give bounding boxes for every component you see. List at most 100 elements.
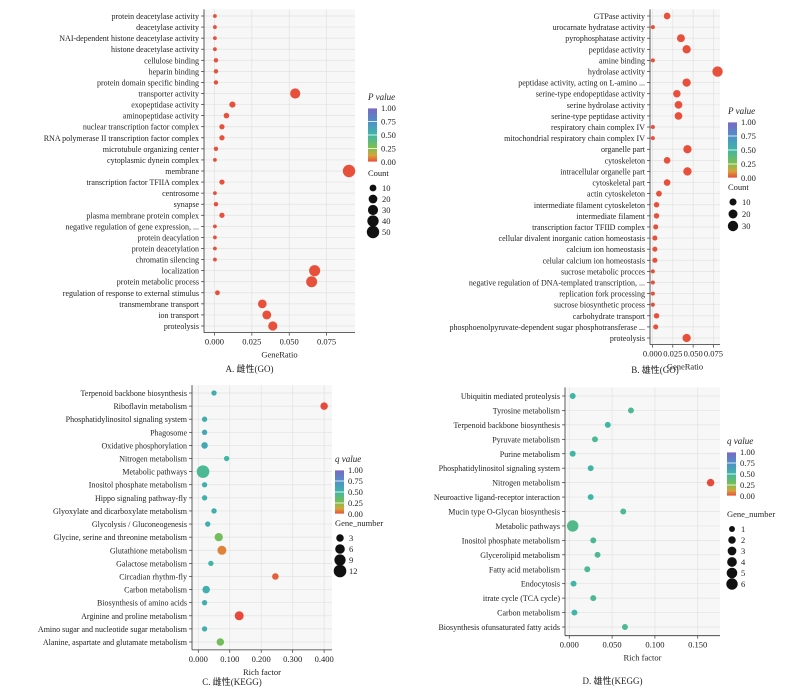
size-legend-label: 50: [382, 227, 391, 237]
category-label: transcription factor TFIIA complex: [87, 178, 200, 187]
category-label: Metabolic pathways: [495, 522, 560, 531]
category-label: synapse: [174, 200, 200, 209]
category-label: cytoskeleton: [605, 156, 645, 165]
panel-caption: A. 雌性(GO): [226, 363, 274, 374]
data-point: [676, 34, 685, 43]
data-point: [229, 101, 236, 108]
data-point: [223, 455, 230, 462]
data-point: [268, 321, 278, 331]
category-label: Mucin type O-Glycan biosynthesis: [448, 508, 560, 517]
color-legend-label: 0.25: [381, 144, 396, 154]
size-legend-dot: [727, 557, 737, 567]
size-legend-dot: [333, 564, 347, 578]
category-label: Riboflavin metabolism: [113, 402, 187, 411]
x-tick-label: 0.050: [684, 349, 703, 359]
color-legend-label: 0.50: [348, 487, 363, 497]
data-point: [650, 25, 655, 30]
category-label: peptidase activity, acting on L-amino ..…: [518, 79, 645, 88]
x-axis-title: Rich factor: [243, 667, 281, 677]
size-legend-label: 40: [382, 216, 391, 226]
category-label: transcription factor TFIID complex: [532, 223, 645, 232]
size-legend-dot: [727, 220, 739, 232]
x-tick-label: 0.000: [643, 349, 662, 359]
color-legend-label: 0.75: [348, 476, 363, 486]
data-point: [309, 265, 321, 277]
size-legend-dot: [726, 578, 738, 590]
category-label: Biosynthesis ofunsaturated fatty acids: [438, 623, 560, 632]
x-tick-label: 0.050: [280, 337, 299, 347]
size-legend-title: Count: [728, 182, 749, 192]
data-point: [219, 135, 225, 141]
size-legend-label: 3: [349, 533, 353, 543]
data-point: [213, 14, 217, 18]
size-legend-dot: [728, 209, 738, 219]
data-point: [213, 58, 219, 63]
data-point: [683, 145, 692, 154]
data-point: [306, 276, 318, 288]
category-label: proteolysis: [610, 334, 645, 343]
category-label: calcium ion homeostasis: [566, 245, 645, 254]
category-label: nuclear transcription factor complex: [83, 123, 199, 132]
color-legend-label: 0.75: [381, 117, 396, 127]
category-label: pyrophosphatase activity: [565, 34, 645, 43]
color-legend-label: 0.50: [381, 130, 396, 140]
category-label: centrosome: [162, 189, 199, 198]
data-point: [656, 190, 662, 197]
x-axis-title: Rich factor: [624, 653, 662, 663]
color-legend-label: 1.00: [381, 103, 396, 113]
size-legend-label: 2: [741, 535, 745, 545]
size-legend-label: 20: [382, 194, 391, 204]
category-label: urocarnate hydratase activity: [553, 23, 645, 32]
category-label: cytoskeletal part: [592, 179, 645, 188]
data-point: [652, 246, 658, 252]
data-point: [213, 158, 217, 162]
category-label: transporter activity: [138, 90, 199, 99]
category-label: Carbon metabolism: [497, 609, 561, 618]
panel-d-male-kegg: Ubiquitin mediated proteolysis Tyrosine m…: [434, 387, 775, 686]
x-tick-label: 0.000: [189, 654, 208, 664]
size-legend-label: 4: [741, 557, 746, 567]
size-legend-dot: [367, 204, 379, 216]
data-point: [342, 164, 356, 178]
category-label: Nitrogen metabolism: [492, 479, 561, 488]
category-label: GTPase activity: [594, 12, 645, 21]
size-legend-title: Count: [368, 168, 389, 178]
data-point: [683, 167, 692, 176]
category-label: deacetylase activity: [136, 23, 199, 32]
size-legend-label: 9: [349, 555, 353, 565]
data-point: [216, 638, 225, 646]
category-label: celular calcium ion homeostasis: [543, 256, 645, 265]
data-point: [272, 573, 279, 580]
data-point: [201, 416, 208, 422]
category-label: cellular divalent inorganic cation homeo…: [499, 234, 645, 243]
size-legend-label: 20: [742, 209, 751, 219]
category-label: sucrose biosynthetic process: [554, 301, 645, 310]
data-point: [213, 235, 217, 240]
data-point: [653, 324, 659, 330]
data-point: [682, 333, 691, 343]
category-label: transmembrane transport: [119, 300, 200, 309]
size-legend-dot: [729, 198, 737, 206]
category-label: negative regulation of gene expression, …: [65, 222, 199, 231]
data-point: [621, 624, 628, 630]
data-point: [219, 212, 225, 218]
data-point: [652, 235, 658, 241]
category-label: chromatin silencing: [136, 256, 199, 265]
color-legend-title: P value: [367, 92, 395, 102]
color-legend-title: P value: [727, 106, 755, 116]
data-point: [219, 124, 225, 130]
data-point: [594, 551, 601, 558]
category-label: regulation of response to external stimu…: [63, 289, 199, 298]
data-point: [257, 299, 267, 309]
data-point: [663, 157, 671, 164]
category-label: itrate cycle (TCA cycle): [483, 594, 560, 603]
category-label: Amino sugar and nucleotide sugar metabol…: [38, 625, 188, 634]
data-point: [213, 80, 219, 85]
data-point: [650, 136, 655, 141]
size-legend-dot: [368, 194, 378, 204]
category-label: RNA polymerase II transcription factor c…: [44, 134, 199, 143]
data-point: [650, 269, 655, 274]
color-legend-title: q value: [335, 454, 361, 464]
panel-caption: C. 雌性(KEGG): [202, 676, 262, 687]
